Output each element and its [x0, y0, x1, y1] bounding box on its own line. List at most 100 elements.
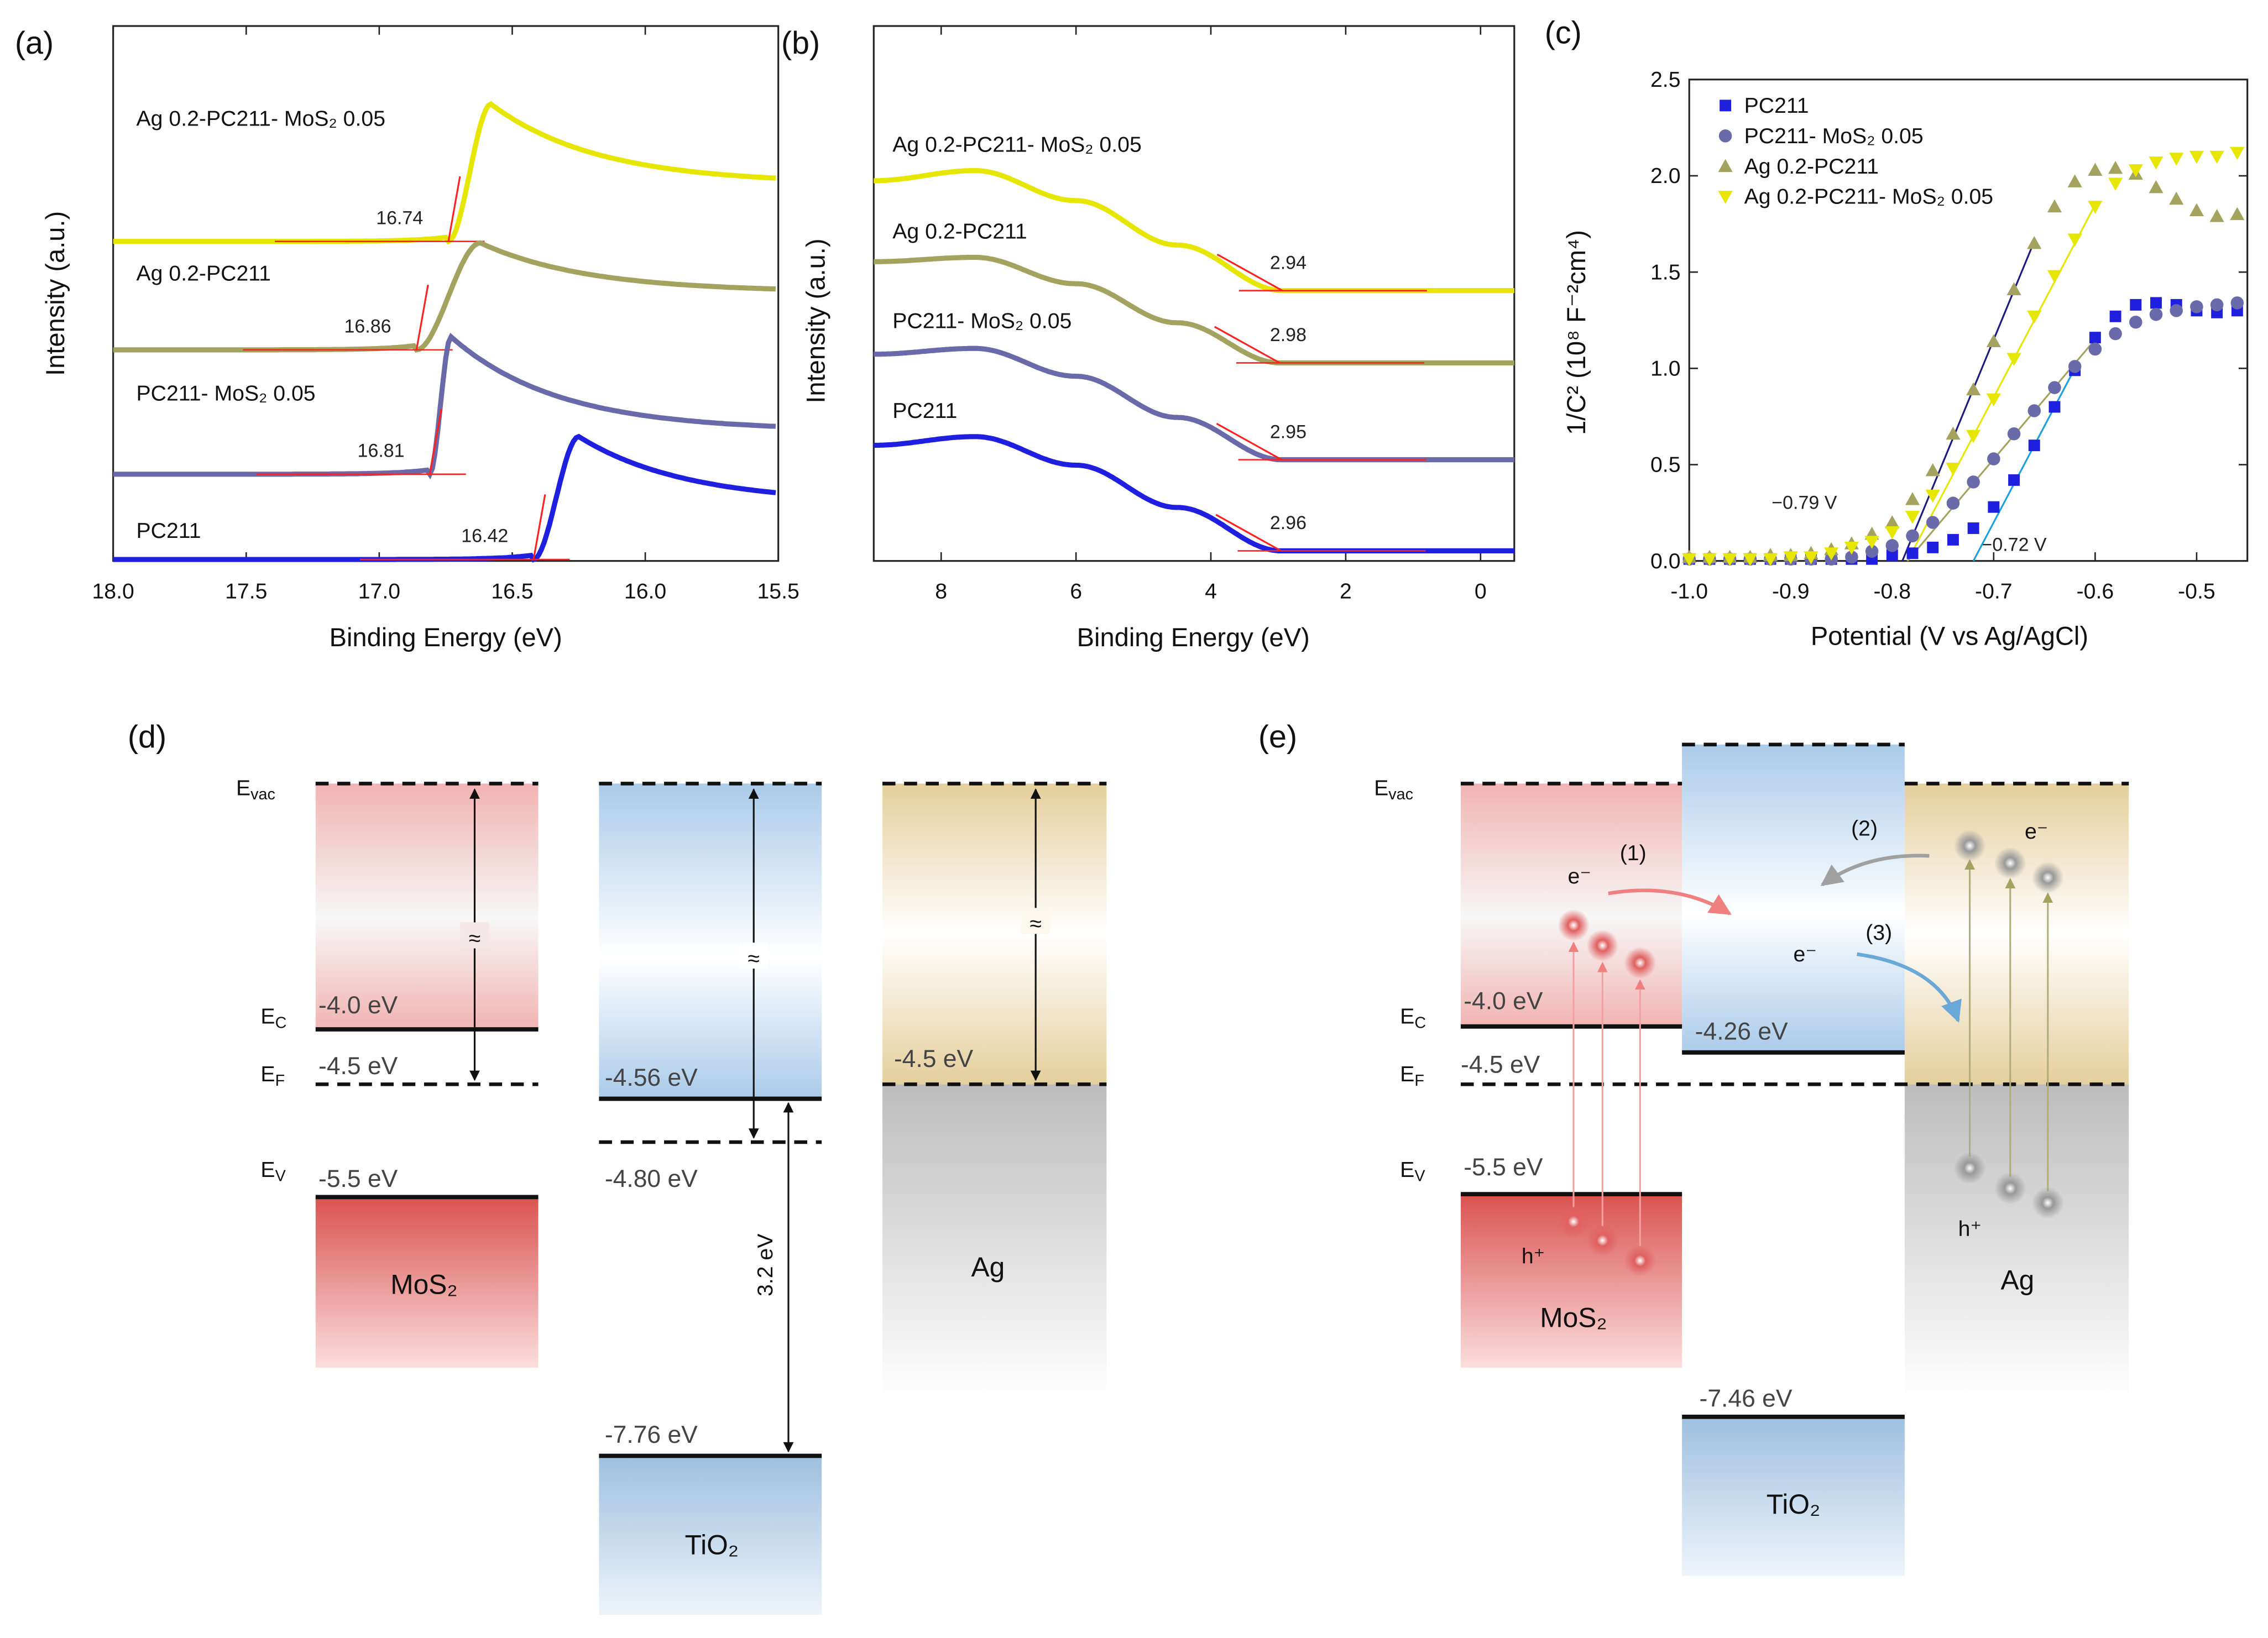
approx-bg: [1021, 908, 1051, 934]
data-point-c-0: [2008, 474, 2020, 486]
y-tick-label-c: 2.0: [1650, 164, 1681, 188]
onset-label-b: 2.94: [1270, 252, 1307, 273]
series-label-b: PC211: [892, 399, 957, 423]
charge-carrier: [1586, 1224, 1619, 1257]
charge-carrier: [2032, 861, 2064, 894]
data-point-c-2: [2108, 160, 2123, 174]
hole-label: h⁺: [1522, 1244, 1545, 1269]
series-line-b-3: [874, 434, 1514, 553]
edge-fit-b: [1216, 422, 1282, 460]
data-point-c-1: [2048, 381, 2061, 394]
data-point-c-2: [2067, 174, 2082, 187]
data-point-c-3: [2006, 353, 2021, 367]
legend-label-c-2: Ag 0.2-PC211: [1744, 154, 1879, 179]
x-tick-label-a: 17.5: [225, 579, 267, 604]
level-ef: EF: [260, 1062, 285, 1090]
series-label-b: PC211- MoS₂ 0.05: [892, 309, 1072, 333]
data-point-c-0: [1988, 501, 2000, 513]
y-tick-label-c: 0.5: [1650, 453, 1681, 477]
mos2-ev-value: -5.5 eV: [318, 1165, 398, 1192]
data-point-c-2: [2189, 203, 2204, 217]
data-point-c-1: [2210, 298, 2224, 312]
data-point-c-3: [1743, 553, 1758, 567]
chart-c: Potential (V vs Ag/AgCl) 1/C² (10⁸ F⁻²cm…: [1561, 67, 2249, 650]
legend-marker-c-3: [1718, 191, 1733, 204]
data-point-c-0: [1967, 522, 1979, 534]
onset-label-b: 2.98: [1270, 325, 1307, 346]
mos2-cb-region: [315, 783, 539, 1030]
data-point-c-3: [1986, 393, 2001, 407]
chart-b: Binding Energy (eV) Intensity (a.u.) 8 6 4…: [801, 25, 1516, 652]
x-tick-label-b: 0: [1475, 579, 1487, 604]
legend-label-c-1: PC211- MoS₂ 0.05: [1744, 124, 1924, 148]
data-point-c-3: [2209, 150, 2224, 164]
approx-symbol: ≈: [748, 946, 760, 971]
y-tick-label-c: 1.0: [1650, 356, 1681, 380]
data-point-c-0: [2130, 299, 2142, 311]
data-point-c-3: [2047, 270, 2062, 284]
level-evac: Evac: [236, 776, 275, 803]
level-ec: EC: [1400, 1004, 1426, 1032]
mos2-ec-value: -4.0 eV: [1464, 987, 1543, 1014]
fit-line-c-1: [1906, 204, 2096, 562]
data-point-c-2: [1905, 492, 1920, 505]
step-2-label: (2): [1851, 817, 1878, 841]
panel-label-d: (d): [128, 719, 166, 755]
data-point-c-2: [1986, 334, 2001, 348]
data-point-c-1: [2088, 342, 2102, 356]
data-point-c-2: [2209, 209, 2224, 222]
data-point-c-3: [2230, 146, 2245, 160]
y-tick-label-c: 0.0: [1650, 549, 1681, 573]
data-point-c-2: [2006, 282, 2021, 295]
data-point-c-2: [2169, 191, 2184, 205]
data-point-c-2: [2088, 163, 2103, 176]
x-tick-label-c: -0.7: [1975, 579, 2013, 604]
x-tick-label-b: 6: [1070, 579, 1082, 604]
ag-block: [1904, 1084, 2129, 1400]
data-point-c-3: [2169, 153, 2184, 166]
x-tick-label-c: -0.5: [2178, 579, 2215, 604]
tio2-label: TiO₂: [1767, 1489, 1820, 1520]
data-point-c-2: [2027, 236, 2042, 249]
data-point-c-0: [2048, 401, 2061, 413]
series-line-a-1: [113, 240, 776, 353]
edge-fit-b: [1214, 326, 1281, 364]
data-point-c-2: [1966, 382, 1981, 396]
x-axis-label-c: Potential (V vs Ag/AgCl): [1811, 621, 2088, 650]
tio2-cb-value: -4.56 eV: [605, 1064, 698, 1091]
charge-carrier: [1953, 1152, 1986, 1184]
data-point-c-1: [2027, 404, 2041, 417]
data-point-c-2: [1946, 426, 1961, 440]
data-point-c-3: [1885, 526, 1900, 540]
level-ef: EF: [1400, 1062, 1424, 1090]
band-diagram-d: ≈ ≈ ≈ Evac EC EF EV -4.0 eV -4.5 eV -5.5…: [236, 776, 1107, 1615]
series-line-a-3: [113, 433, 776, 563]
data-point-c-3: [2149, 156, 2164, 170]
tio2-label: TiO₂: [685, 1529, 739, 1560]
x-tick-label-c: -0.6: [2077, 579, 2114, 604]
tio2-vb-value: -7.76 eV: [605, 1421, 698, 1448]
edge-fit-a: [415, 284, 429, 350]
data-point-c-0: [1886, 549, 1898, 561]
legend-marker-c-1: [1718, 129, 1732, 143]
series-label-a: PC211: [137, 519, 201, 543]
data-point-c-2: [2047, 199, 2062, 213]
plot-frame-b: [872, 25, 1516, 562]
tio2-bandgap-label: 3.2 eV: [753, 1234, 777, 1296]
approx-symbol: ≈: [469, 926, 481, 950]
onset-label-a: 16.86: [344, 316, 391, 337]
electron-label: e⁻: [1794, 942, 1817, 966]
x-tick-label-a: 15.5: [757, 579, 799, 604]
onset-label-b: 2.95: [1270, 421, 1307, 442]
ag-block: [882, 1084, 1107, 1400]
tio2-vb-block: [599, 1456, 822, 1615]
edge-fit-a: [447, 176, 461, 242]
x-tick-label-c: -1.0: [1670, 579, 1708, 604]
data-point-c-1: [1987, 452, 2000, 465]
data-point-c-3: [2189, 150, 2204, 164]
data-point-c-1: [2007, 427, 2021, 441]
data-point-c-3: [1722, 553, 1737, 567]
data-point-c-3: [2067, 233, 2082, 247]
edge-fit-b: [1216, 253, 1283, 292]
